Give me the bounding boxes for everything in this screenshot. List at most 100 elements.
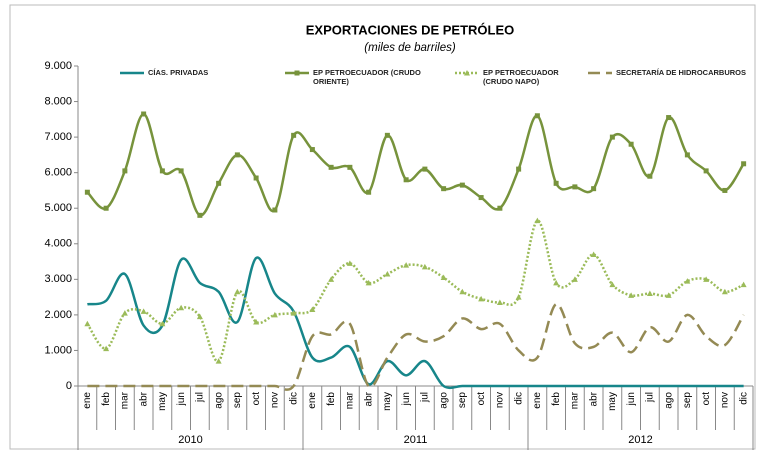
y-tick-label: 7.000 — [44, 131, 72, 143]
x-tick-label: may — [382, 392, 393, 411]
x-tick-label: abr — [588, 391, 599, 406]
x-tick-label: oct — [251, 392, 262, 406]
marker — [178, 304, 185, 311]
y-tick-label: 8.000 — [44, 95, 72, 107]
marker — [253, 175, 259, 181]
x-tick-label: nov — [270, 392, 281, 408]
marker — [628, 141, 634, 147]
x-tick-label: ago — [663, 392, 674, 409]
y-tick-label: 5.000 — [44, 202, 72, 214]
marker — [84, 189, 90, 195]
marker — [534, 217, 541, 224]
x-tick-label: ago — [213, 392, 224, 409]
x-tick-label: jun — [401, 392, 412, 406]
marker — [684, 152, 690, 158]
marker — [159, 320, 166, 327]
marker — [234, 152, 240, 158]
y-tick-label: 3.000 — [44, 273, 72, 285]
marker — [440, 274, 447, 281]
marker — [216, 180, 222, 186]
x-tick-label: mar — [570, 391, 581, 409]
x-tick-label: feb — [326, 392, 337, 406]
marker — [159, 168, 165, 174]
marker — [571, 276, 578, 282]
marker — [741, 161, 747, 167]
y-tick-label: 4.000 — [44, 238, 72, 250]
marker — [346, 260, 353, 266]
marker — [721, 288, 728, 295]
marker — [384, 271, 391, 277]
marker — [347, 164, 353, 170]
group-label: 2011 — [404, 434, 428, 446]
x-tick-label: sep — [457, 392, 468, 409]
marker — [366, 189, 372, 195]
x-tick-label: abr — [138, 391, 149, 406]
x-tick-label: may — [607, 392, 618, 411]
marker — [553, 180, 559, 186]
marker — [122, 168, 128, 174]
marker — [234, 288, 241, 295]
marker — [271, 311, 278, 318]
legend-marker — [294, 70, 300, 76]
marker — [516, 166, 522, 172]
marker — [703, 168, 709, 174]
series-line — [86, 219, 745, 363]
group-label: 2010 — [178, 434, 202, 446]
x-tick-label: abr — [363, 391, 374, 406]
series-line — [87, 302, 745, 391]
x-tick-label: ene — [82, 392, 93, 409]
marker — [290, 310, 297, 316]
x-tick-label: jun — [176, 392, 187, 406]
marker — [140, 308, 147, 314]
marker — [703, 276, 710, 282]
marker — [459, 288, 466, 295]
marker — [609, 281, 616, 288]
marker — [141, 111, 147, 117]
chart-subtitle: (miles de barriles) — [364, 42, 456, 54]
marker — [722, 187, 728, 193]
marker — [103, 205, 109, 211]
x-tick-label: feb — [551, 392, 562, 406]
marker — [590, 251, 597, 257]
marker — [609, 134, 615, 140]
legend-label: SECRETARÍA DE HIDROCARBUROS — [616, 68, 747, 77]
legend-marker — [464, 70, 470, 76]
marker — [103, 345, 110, 352]
x-tick-label: feb — [101, 392, 112, 406]
marker — [740, 281, 747, 288]
series-line — [86, 112, 745, 217]
y-tick-label: 0 — [66, 380, 72, 392]
marker — [272, 207, 278, 213]
x-tick-label: sep — [232, 392, 243, 409]
x-tick-label: oct — [701, 392, 712, 406]
y-tick-label: 9.000 — [44, 60, 72, 72]
y-tick-label: 2.000 — [44, 309, 72, 321]
marker — [666, 115, 672, 121]
marker — [441, 186, 447, 192]
x-tick-label: oct — [476, 392, 487, 406]
marker — [628, 292, 635, 298]
marker — [309, 306, 316, 313]
marker — [253, 319, 260, 325]
x-tick-label: dic — [288, 392, 299, 405]
marker — [403, 177, 409, 183]
legend-label: EP PETROECUADOR (CRUDO ORIENTE) — [313, 68, 421, 86]
chart-title: EXPORTACIONES DE PETRÓLEO — [306, 22, 515, 37]
chart-frame — [9, 4, 756, 450]
marker — [309, 147, 315, 153]
group-label: 2012 — [628, 434, 652, 446]
series-line — [87, 256, 744, 390]
x-tick-label: dic — [738, 392, 749, 405]
marker — [328, 164, 334, 170]
x-tick-label: nov — [495, 392, 506, 408]
y-tick-label: 6.000 — [44, 167, 72, 179]
marker — [553, 279, 560, 286]
x-tick-label: mar — [120, 391, 131, 409]
legend-label: EP PETROECUADOR (CRUDO NAPO) — [483, 68, 559, 86]
marker — [515, 294, 522, 300]
marker — [459, 182, 465, 188]
marker — [196, 313, 203, 320]
marker — [646, 290, 653, 297]
marker — [403, 262, 410, 268]
